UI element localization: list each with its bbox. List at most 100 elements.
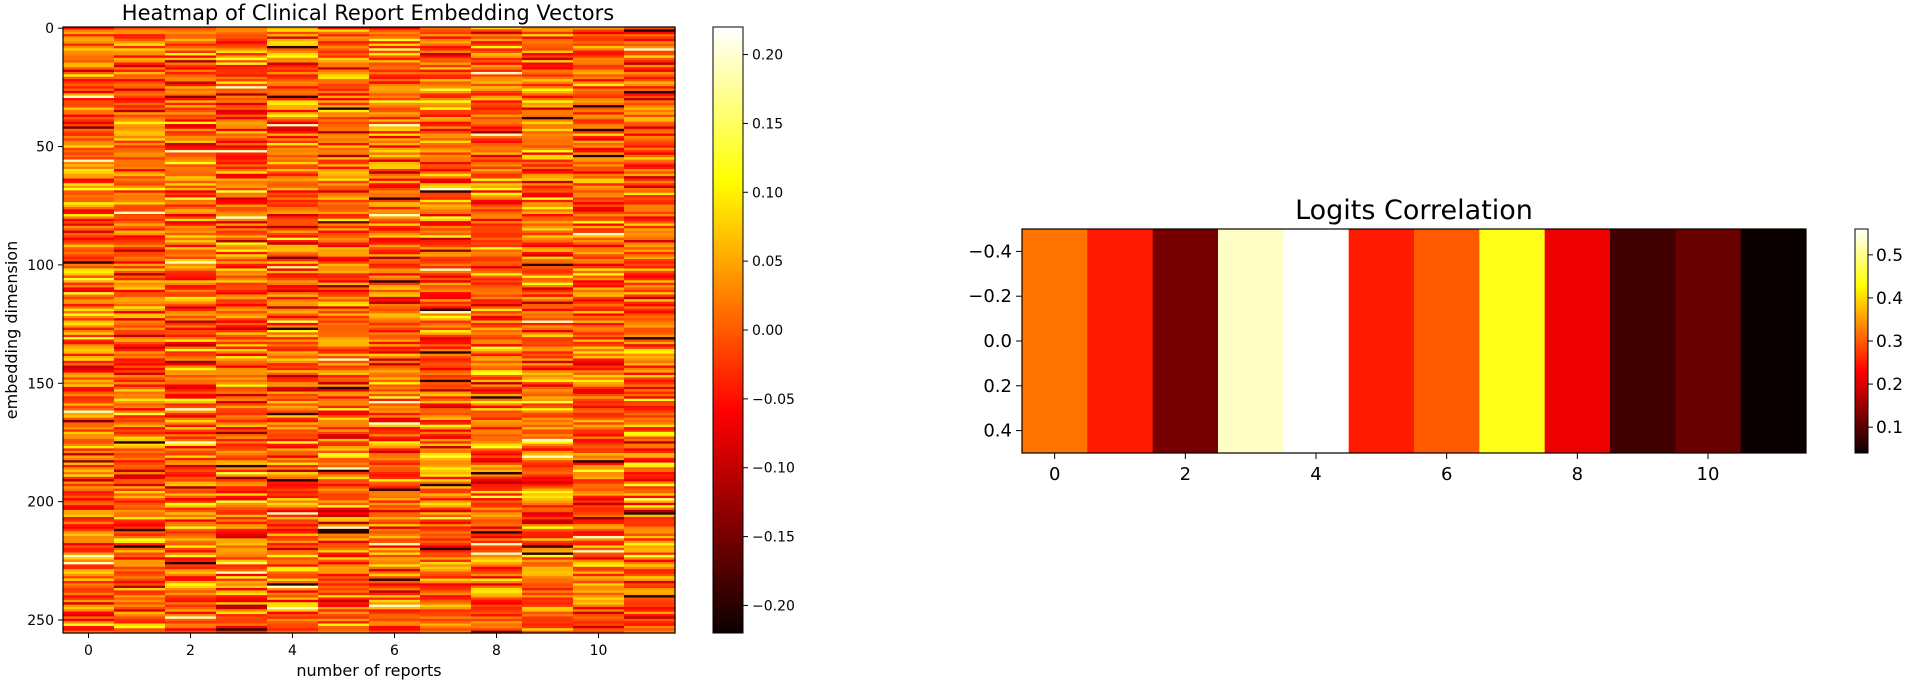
embedding-cell bbox=[216, 83, 268, 87]
embedding-cell bbox=[522, 460, 574, 464]
embedding-cell bbox=[216, 401, 268, 404]
embedding-cell bbox=[471, 128, 523, 132]
embedding-cell bbox=[573, 330, 625, 333]
embedding-cell bbox=[624, 166, 676, 170]
embedding-cell bbox=[318, 216, 370, 220]
embedding-cell bbox=[369, 114, 421, 118]
embedding-cell bbox=[369, 573, 421, 577]
embedding-cell bbox=[63, 337, 115, 341]
embedding-cell bbox=[318, 292, 370, 296]
embedding-cell bbox=[369, 235, 421, 239]
embedding-cell bbox=[216, 566, 268, 570]
embedding-cell bbox=[63, 533, 115, 537]
embedding-cell bbox=[471, 474, 523, 478]
embedding-cell bbox=[165, 564, 217, 568]
embedding-cell bbox=[165, 187, 217, 191]
embedding-cell bbox=[420, 367, 472, 371]
embedding-cell bbox=[63, 405, 115, 409]
embedding-cell bbox=[318, 100, 370, 104]
embedding-cell bbox=[114, 576, 166, 580]
embedding-cell bbox=[114, 469, 166, 473]
embedding-cell bbox=[267, 533, 319, 537]
embedding-cell bbox=[267, 95, 319, 99]
embedding-cell bbox=[420, 535, 472, 539]
embedding-cell bbox=[624, 45, 676, 49]
embedding-cell bbox=[471, 488, 523, 492]
embedding-cell bbox=[522, 159, 574, 163]
embedding-cell bbox=[216, 557, 268, 561]
embedding-cell bbox=[165, 261, 217, 265]
embedding-cell bbox=[165, 133, 217, 137]
embedding-cell bbox=[471, 604, 523, 608]
embedding-cell bbox=[573, 429, 625, 433]
embedding-cell bbox=[267, 374, 319, 378]
embedding-cell bbox=[318, 71, 370, 75]
embedding-cell bbox=[624, 303, 676, 307]
embedding-cell bbox=[114, 169, 166, 172]
embedding-cell bbox=[573, 240, 625, 244]
embedding-cell bbox=[522, 507, 574, 511]
embedding-cell bbox=[369, 230, 421, 234]
embedding-cell bbox=[573, 303, 625, 307]
embedding-cell bbox=[165, 135, 217, 139]
embedding-cell bbox=[318, 140, 370, 144]
embedding-cell bbox=[63, 261, 115, 265]
embedding-cell bbox=[369, 370, 421, 374]
embedding-cell bbox=[369, 592, 421, 596]
embedding-cell bbox=[420, 609, 472, 613]
embedding-cell bbox=[471, 379, 523, 383]
embedding-cell bbox=[267, 460, 319, 464]
embedding-cell bbox=[318, 27, 370, 30]
embedding-cell bbox=[522, 185, 574, 189]
embedding-cell bbox=[267, 294, 319, 298]
embedding-cell bbox=[369, 258, 421, 262]
embedding-cell bbox=[165, 370, 217, 374]
embedding-cell bbox=[318, 79, 370, 83]
logits-x-tick-label: 4 bbox=[1310, 464, 1321, 485]
embedding-cell bbox=[318, 469, 370, 473]
embedding-cell bbox=[63, 105, 115, 109]
embedding-cell bbox=[471, 311, 523, 315]
embedding-heatmap-frame bbox=[62, 26, 676, 634]
embedding-cell bbox=[471, 187, 523, 191]
embedding-cell bbox=[267, 377, 319, 381]
embedding-cell bbox=[63, 490, 115, 494]
embedding-cell bbox=[624, 119, 676, 123]
embedding-cell bbox=[165, 55, 217, 59]
embedding-cell bbox=[165, 90, 217, 94]
embedding-cell bbox=[573, 481, 625, 485]
embedding-cell bbox=[318, 535, 370, 539]
embedding-heatmap-cells bbox=[63, 27, 676, 634]
embedding-cell bbox=[522, 55, 574, 59]
embedding-cell bbox=[114, 467, 166, 471]
embedding-cell bbox=[369, 256, 421, 260]
embedding-cell bbox=[267, 500, 319, 504]
embedding-cell bbox=[165, 277, 217, 281]
embedding-cell bbox=[573, 517, 625, 520]
embedding-cell bbox=[318, 628, 370, 632]
embedding-cell bbox=[471, 367, 523, 371]
embedding-cell bbox=[63, 199, 115, 203]
embedding-cell bbox=[216, 429, 268, 433]
embedding-cell bbox=[471, 535, 523, 539]
embedding-cell bbox=[63, 623, 115, 627]
embedding-cell bbox=[165, 509, 217, 513]
embedding-cell bbox=[318, 443, 370, 447]
embedding-cell bbox=[165, 86, 217, 90]
embedding-cell bbox=[318, 202, 370, 206]
embedding-cell bbox=[522, 178, 574, 182]
embedding-cell bbox=[165, 517, 217, 520]
embedding-cell bbox=[522, 154, 574, 158]
embedding-cell bbox=[573, 424, 625, 428]
embedding-cell bbox=[522, 247, 574, 251]
embedding-cell bbox=[522, 443, 574, 447]
embedding-cell bbox=[267, 540, 319, 544]
embedding-cell bbox=[522, 493, 574, 497]
embedding-cell bbox=[624, 240, 676, 244]
embedding-cell bbox=[624, 128, 676, 132]
embedding-cell bbox=[573, 275, 625, 279]
embedding-cell bbox=[63, 621, 115, 625]
embedding-colorbar-tick-label: 0.00 bbox=[752, 323, 783, 339]
embedding-cell bbox=[63, 398, 115, 402]
embedding-cell bbox=[624, 223, 676, 227]
